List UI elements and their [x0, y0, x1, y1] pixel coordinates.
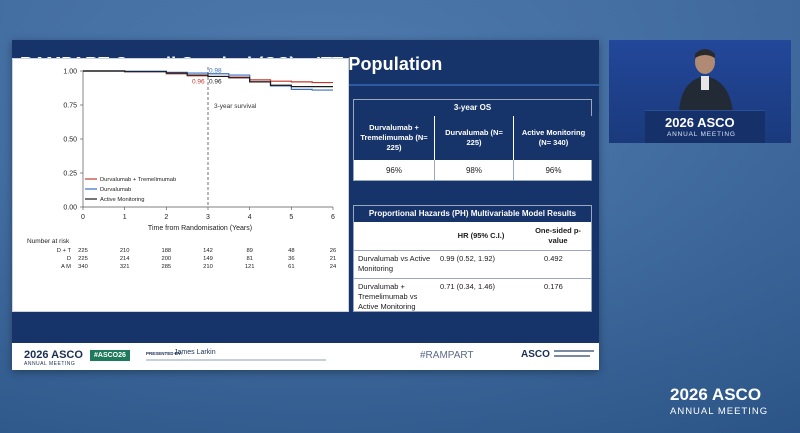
footer-meeting-year: 2026 [24, 349, 49, 361]
ph-header-p: One-sided p-value [535, 226, 581, 245]
ph-row-p: 0.492 [544, 254, 563, 263]
os-header-d: Durvalumab (N= 225) [434, 116, 513, 160]
os-value-dt: 96% [385, 166, 402, 175]
podium-year: 2026 [665, 115, 694, 130]
y-tick-label: 1.00 [63, 69, 77, 76]
legend-label: Durvalumab + Tremelimumab [100, 177, 176, 183]
podium-name: ASCO [697, 115, 735, 130]
risk-value: 285 [161, 264, 171, 270]
os-value-am: 96% [513, 160, 593, 181]
conference-brand: 2026 ASCO ANNUAL MEETING [670, 385, 768, 417]
footer-meeting-sub: ANNUAL MEETING [24, 361, 76, 367]
risk-table-title: Number at risk [27, 238, 70, 245]
risk-value: 225 [78, 256, 88, 262]
risk-value: 340 [78, 264, 88, 270]
footer-org-logo: ASCO [521, 349, 550, 360]
footer-presenter: James Larkin [174, 349, 216, 356]
slide-footer: 2026 ASCO ANNUAL MEETING #ASCO26 PRESENT… [12, 343, 599, 370]
km-chart-panel: 0.00 0.25 0.50 0.75 1.00 0 1 2 3 4 5 6 Time from Ran… [12, 58, 349, 312]
risk-value: 89 [246, 248, 252, 254]
three-year-label: 3-year survival [214, 103, 257, 110]
risk-value: 214 [120, 256, 130, 262]
risk-table: Number at risk D + T 225 210 188 142 89 48 26 D 22… [27, 238, 337, 270]
brand-year: 2026 [670, 385, 708, 404]
risk-value: 188 [161, 248, 171, 254]
x-tick-label: 2 [164, 214, 168, 221]
risk-value: 26 [330, 248, 336, 254]
footer-org-tagline [554, 355, 590, 357]
ph-row-hr: 0.99 (0.52, 1.92) [440, 254, 496, 263]
risk-value: 321 [120, 264, 130, 270]
value-label-durvalumab: 0.98 [209, 68, 222, 75]
legend-label: Durvalumab [100, 187, 131, 193]
brand-sub: ANNUAL MEETING [670, 406, 769, 417]
ph-table: Proportional Hazards (PH) Multivariable … [353, 205, 592, 312]
x-tick-label: 3 [206, 214, 210, 221]
footer-presented-by-label: PRESENTED BY: [146, 351, 183, 356]
risk-value: 210 [203, 264, 213, 270]
footer-meeting-logo: 2026 ASCO [24, 349, 83, 361]
podium: 2026 ASCO ANNUAL MEETING [645, 110, 765, 143]
x-tick-label: 6 [331, 214, 335, 221]
risk-value: 36 [288, 256, 294, 262]
x-tick-label: 5 [289, 214, 293, 221]
x-tick-label: 0 [81, 214, 85, 221]
ph-table-title: Proportional Hazards (PH) Multivariable … [354, 206, 591, 222]
risk-value: 121 [245, 264, 255, 270]
footer-meeting-name: ASCO [51, 349, 83, 361]
value-label-dt: 0.96 [192, 78, 205, 85]
ph-row: Durvalumab vs Active Monitoring 0.99 (0.… [354, 250, 591, 276]
risk-value: 210 [120, 248, 130, 254]
os-table: 3-year OS Durvalumab + Tremelimumab (N= … [353, 99, 593, 181]
os-table-title: 3-year OS [354, 100, 591, 116]
brand-logo: 2026 ASCO [670, 385, 768, 405]
ph-row-label: Durvalumab + Tremelimumab vs Active Moni… [358, 282, 418, 311]
y-tick-label: 0.50 [63, 137, 77, 144]
risk-value: 24 [330, 264, 337, 270]
footer-disclaimer-line [146, 359, 326, 361]
x-axis-label: Time from Randomisation (Years) [148, 225, 252, 232]
risk-row-label: A M [61, 264, 71, 270]
risk-value: 142 [203, 248, 213, 254]
survival-curve [83, 70, 333, 88]
x-tick-label: 4 [248, 214, 252, 221]
y-tick-label: 0.75 [63, 103, 77, 110]
risk-value: 81 [246, 256, 252, 262]
risk-value: 61 [288, 264, 294, 270]
ph-row-label: Durvalumab vs Active Monitoring [358, 254, 431, 273]
value-label-am: 0.96 [209, 78, 222, 85]
risk-row-label: D + T [57, 248, 72, 254]
risk-value: 225 [78, 248, 88, 254]
legend-label: Active Monitoring [100, 197, 144, 203]
km-chart: 0.00 0.25 0.50 0.75 1.00 0 1 2 3 4 5 6 Time from Ran… [27, 67, 337, 270]
os-value-d: 98% [434, 160, 513, 181]
footer-org-tagline [554, 350, 594, 352]
chart-legend: Durvalumab + Tremelimumab Durvalumab Activ… [85, 177, 176, 203]
footer-hashtag: #RAMPART [420, 350, 474, 361]
risk-value: 21 [330, 256, 336, 262]
ph-header-hr: HR (95% C.I.) [457, 231, 505, 240]
y-tick-label: 0.25 [63, 171, 77, 178]
podium-logo: 2026 ASCO [665, 115, 735, 130]
speaker-video: 2026 ASCO ANNUAL MEETING [609, 40, 791, 143]
podium-sub: ANNUAL MEETING [667, 131, 736, 138]
os-header-dt: Durvalumab + Tremelimumab (N= 225) [354, 116, 434, 160]
chart-annotations: 3-year survival 0.98 0.96 0.96 [192, 67, 257, 207]
os-header-am: Active Monitoring (N= 340) [513, 116, 593, 160]
y-tick-label: 0.00 [63, 205, 77, 212]
risk-row-label: D [67, 256, 71, 262]
brand-name: ASCO [711, 385, 762, 404]
ph-row-p: 0.176 [544, 282, 563, 291]
ph-row-hr: 0.71 (0.34, 1.46) [440, 282, 496, 291]
risk-value: 48 [288, 248, 294, 254]
x-tick-label: 1 [123, 214, 127, 221]
chart-series [83, 70, 333, 91]
risk-value: 149 [203, 256, 213, 262]
risk-value: 200 [161, 256, 171, 262]
chart-axes: 0.00 0.25 0.50 0.75 1.00 0 1 2 3 4 5 6 Time from Ran… [63, 69, 335, 233]
ph-row: Durvalumab + Tremelimumab vs Active Moni… [354, 278, 591, 313]
footer-hashtag-badge: #ASCO26 [90, 350, 130, 361]
